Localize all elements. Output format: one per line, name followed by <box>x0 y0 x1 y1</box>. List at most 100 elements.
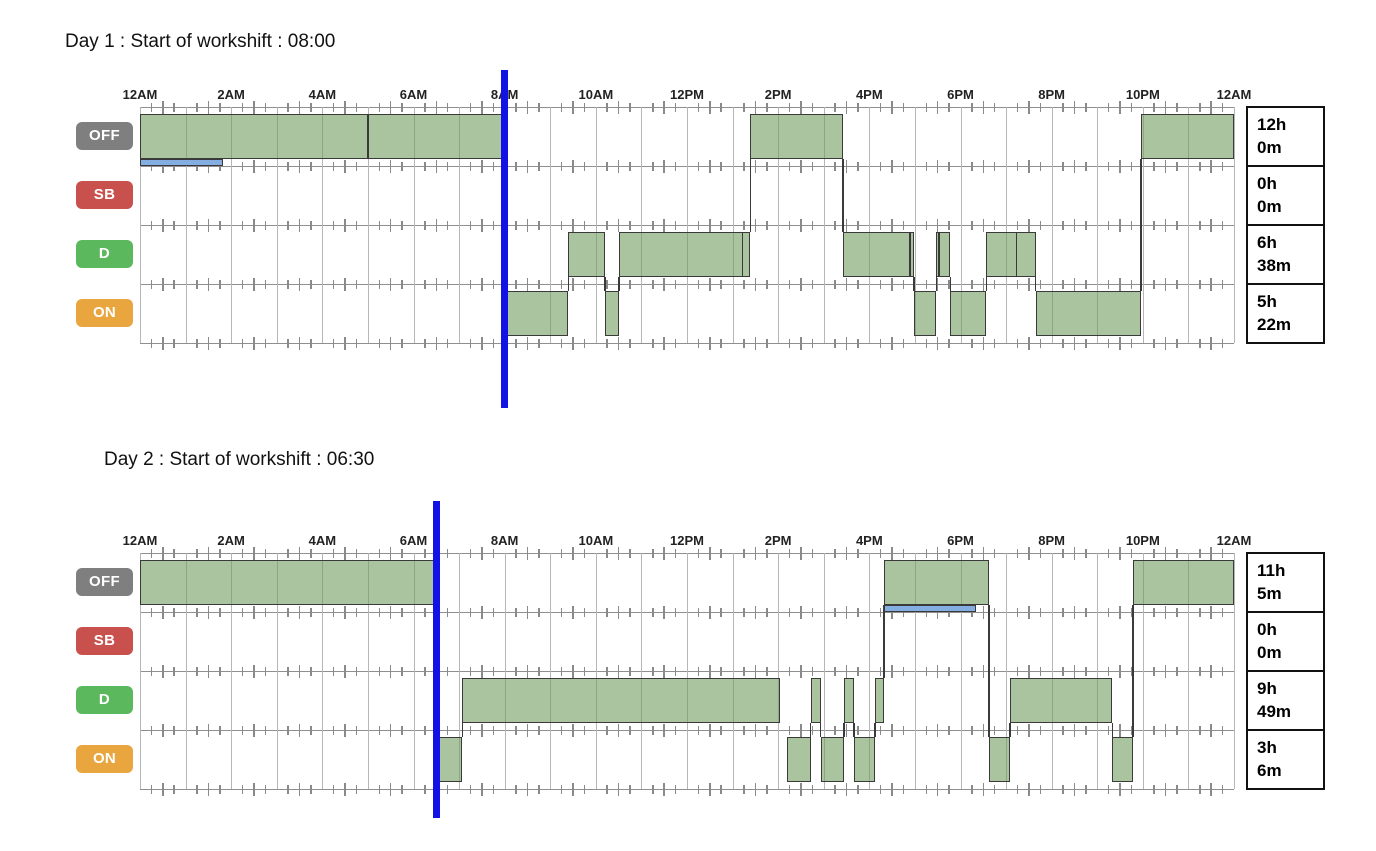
quarter-hour-tick <box>766 548 768 558</box>
quarter-hour-tick <box>971 161 973 171</box>
quarter-hour-tick <box>971 725 973 735</box>
quarter-hour-tick <box>446 338 449 348</box>
quarter-hour-tick <box>435 218 438 232</box>
quarter-hour-tick <box>446 220 449 230</box>
quarter-hour-tick <box>993 607 996 617</box>
segment-boundary-line <box>367 115 369 158</box>
quarter-hour-tick <box>845 782 848 796</box>
quarter-hour-tick <box>298 723 301 737</box>
quarter-hour-tick <box>538 102 540 112</box>
duty-segment-off <box>1132 560 1234 605</box>
quarter-hour-tick <box>1039 666 1042 676</box>
quarter-hour-tick <box>572 546 574 560</box>
quarter-hour-tick <box>196 784 198 794</box>
quarter-hour-tick <box>800 723 802 737</box>
quarter-hour-tick <box>674 725 677 735</box>
quarter-hour-tick <box>264 220 267 230</box>
quarter-hour-tick <box>1210 159 1212 173</box>
quarter-hour-tick <box>173 784 175 794</box>
quarter-hour-tick <box>629 102 631 112</box>
workshift-start-line <box>432 501 440 818</box>
row-baseline <box>140 553 1234 554</box>
quarter-hour-tick <box>560 607 563 617</box>
quarter-hour-tick <box>834 102 836 112</box>
quarter-hour-tick <box>1130 784 1133 794</box>
quarter-hour-tick <box>572 159 574 173</box>
quarter-hour-tick <box>150 161 153 171</box>
row-baseline <box>140 343 1234 344</box>
quarter-hour-tick <box>389 277 392 291</box>
quarter-hour-tick <box>1028 277 1030 291</box>
quarter-hour-tick <box>766 161 768 171</box>
quarter-hour-tick <box>754 159 757 173</box>
quarter-hour-tick <box>617 723 620 737</box>
quarter-hour-tick <box>629 725 631 735</box>
quarter-hour-tick <box>1164 723 1167 737</box>
quarter-hour-tick <box>401 784 403 794</box>
quarter-hour-tick <box>219 220 221 230</box>
status-transition-line <box>1111 723 1114 737</box>
quarter-hour-tick <box>253 218 255 232</box>
status-transition-line <box>853 723 855 737</box>
quarter-hour-tick <box>936 159 939 173</box>
quarter-hour-tick <box>150 784 153 794</box>
quarter-hour-tick <box>1130 666 1133 676</box>
quarter-hour-tick <box>435 336 438 350</box>
quarter-hour-tick <box>389 605 392 619</box>
duty-segment-on <box>1035 291 1141 336</box>
quarter-hour-tick <box>948 279 950 289</box>
quarter-hour-tick <box>845 277 848 291</box>
quarter-hour-tick <box>1221 279 1224 289</box>
quarter-hour-tick <box>788 102 791 112</box>
quarter-hour-tick <box>1221 666 1224 676</box>
duty-status-badge-d: D <box>76 685 133 714</box>
quarter-hour-tick <box>389 100 392 114</box>
quarter-hour-tick <box>902 666 905 676</box>
quarter-hour-tick <box>879 161 882 171</box>
quarter-hour-tick <box>560 338 563 348</box>
quarter-hour-tick <box>971 102 973 112</box>
quarter-hour-tick <box>1016 666 1019 676</box>
quarter-hour-tick <box>1221 338 1224 348</box>
quarter-hour-tick <box>446 279 449 289</box>
quarter-hour-tick <box>241 784 244 794</box>
quarter-hour-tick <box>709 723 711 737</box>
quarter-hour-tick <box>617 782 620 796</box>
hour-gridline <box>459 553 461 789</box>
quarter-hour-tick <box>481 159 483 173</box>
quarter-hour-tick <box>1016 607 1019 617</box>
quarter-hour-tick <box>902 725 905 735</box>
quarter-hour-tick <box>424 725 426 735</box>
quarter-hour-tick <box>834 220 836 230</box>
quarter-hour-tick <box>435 605 438 619</box>
quarter-hour-tick <box>1164 782 1167 796</box>
quarter-hour-tick <box>1039 338 1042 348</box>
quarter-hour-tick <box>424 220 426 230</box>
quarter-hour-tick <box>538 725 540 735</box>
quarter-hour-tick <box>344 100 346 114</box>
quarter-hour-tick <box>481 218 483 232</box>
quarter-hour-tick <box>674 666 677 676</box>
quarter-hour-tick <box>219 338 221 348</box>
duty-status-badge-sb: SB <box>76 626 133 655</box>
quarter-hour-tick <box>287 607 289 617</box>
quarter-hour-tick <box>560 725 563 735</box>
quarter-hour-tick <box>788 784 791 794</box>
duty-total-hours: 5h <box>1257 292 1277 311</box>
quarter-hour-tick <box>572 605 574 619</box>
quarter-hour-tick <box>1164 100 1167 114</box>
quarter-hour-tick <box>492 220 495 230</box>
quarter-hour-tick <box>162 277 164 291</box>
quarter-hour-tick <box>560 666 563 676</box>
quarter-hour-tick <box>492 725 495 735</box>
status-transition-line <box>843 723 845 737</box>
row-baseline <box>140 671 1234 672</box>
quarter-hour-tick <box>378 666 381 676</box>
quarter-hour-tick <box>925 161 928 171</box>
quarter-hour-tick <box>1210 277 1212 291</box>
quarter-hour-tick <box>743 607 745 617</box>
status-transition-line <box>1034 277 1037 291</box>
quarter-hour-tick <box>1073 546 1076 560</box>
quarter-hour-tick <box>709 159 711 173</box>
